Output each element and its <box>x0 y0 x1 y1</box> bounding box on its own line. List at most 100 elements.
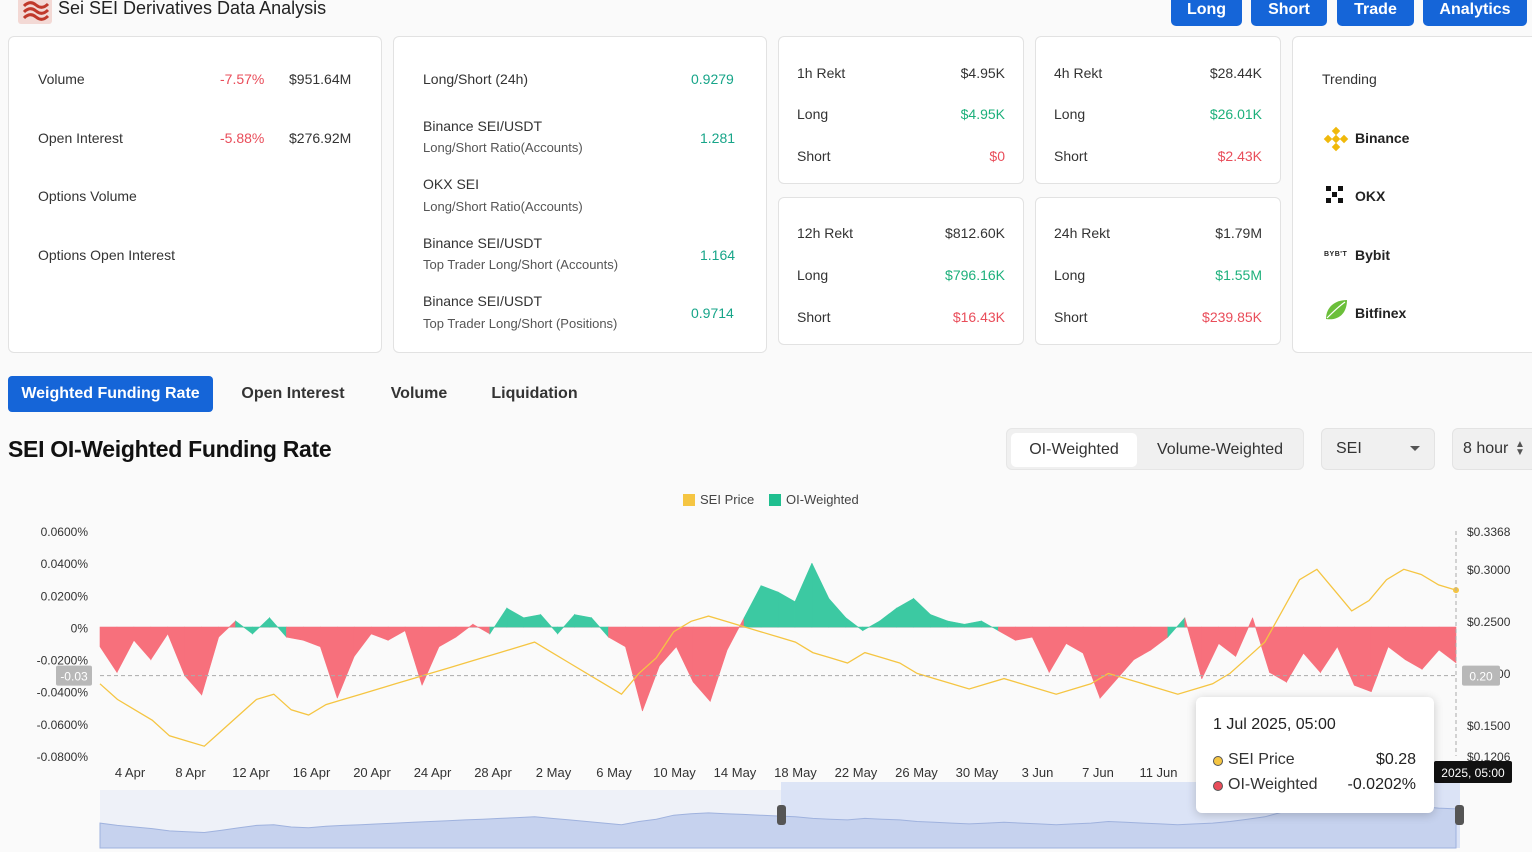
funding-area-segment <box>676 626 694 683</box>
trending-exchange-okx[interactable]: OKX <box>1355 188 1386 204</box>
trending-exchange-bybit[interactable]: Bybit <box>1355 247 1390 263</box>
ratio-title: Binance SEI/USDT <box>423 118 543 134</box>
chevron-down-icon <box>1410 446 1420 451</box>
funding-area-segment <box>642 626 660 712</box>
x-tick-label: 20 Apr <box>353 765 391 780</box>
ratio-title: Binance SEI/USDT <box>423 235 543 251</box>
ratio-subtitle: Long/Short Ratio(Accounts) <box>423 199 583 214</box>
funding-area-segment <box>1015 626 1033 641</box>
tab-open-interest[interactable]: Open Interest <box>241 385 345 402</box>
cursor-time-badge <box>1434 761 1512 783</box>
nav-short-button[interactable]: Short <box>1251 0 1327 26</box>
funding-area-segment <box>438 626 457 648</box>
legend-oi[interactable]: OI-Weighted <box>769 492 859 507</box>
zoom-handle-right <box>1455 805 1464 825</box>
funding-area-segment <box>777 591 796 628</box>
rekt-card-4h: 4h Rekt $28.44K Long $26.01K Short $2.43… <box>1035 36 1281 184</box>
funding-area-segment <box>1252 617 1270 673</box>
rekt-label: 4h Rekt <box>1054 65 1103 81</box>
funding-area-segment <box>913 597 931 628</box>
funding-area-segment <box>404 626 423 686</box>
funding-area-segment <box>981 620 999 632</box>
funding-area-segment <box>201 626 219 696</box>
funding-area-segment <box>1031 626 1050 673</box>
symbol-select-value: SEI <box>1336 440 1362 457</box>
interval-select[interactable]: 8 hour ▲ ▼ <box>1452 428 1532 470</box>
funding-area-segment <box>947 620 965 628</box>
crosshair-left-badge <box>56 665 92 686</box>
funding-area-segment <box>1133 626 1152 661</box>
x-tick-label: 28 Apr <box>474 765 512 780</box>
ratio-title: OKX SEI <box>423 176 480 192</box>
nav-trade-button[interactable]: Trade <box>1337 0 1414 26</box>
rekt-total: $812.60K <box>945 225 1005 241</box>
rekt-label: 12h Rekt <box>797 225 854 241</box>
x-tick-label: 30 May <box>956 765 999 780</box>
interval-select-value: 8 hour <box>1463 440 1509 457</box>
crosshair-right-badge <box>1462 665 1500 686</box>
funding-area-segment <box>1218 626 1236 657</box>
funding-area-segment <box>1235 617 1253 657</box>
funding-area-segment <box>455 623 474 638</box>
top-bar: Sei SEI Derivatives Data Analysis Long S… <box>0 0 1532 30</box>
funding-area-segment <box>1438 626 1457 664</box>
funding-area-segment <box>387 626 406 641</box>
funding-area-segment <box>828 597 847 628</box>
funding-area-segment <box>1082 626 1101 699</box>
summary-card: Volume -7.57% $951.64M Open Interest -5.… <box>8 36 382 353</box>
tab-liquidation[interactable]: Liquidation <box>491 385 578 402</box>
volume-weighted-option[interactable]: Volume-Weighted <box>1157 441 1283 458</box>
ratio-value: 1.164 <box>700 247 736 263</box>
crosshair-right-label: 0.20 <box>1469 670 1493 684</box>
nav-analytics-button[interactable]: Analytics <box>1423 0 1527 26</box>
trending-exchange-bitfinex[interactable]: Bitfinex <box>1355 305 1407 321</box>
y-left-tick-label: 0.0600% <box>41 525 89 539</box>
tab-volume[interactable]: Volume <box>390 385 448 402</box>
funding-area-segment <box>1116 626 1135 680</box>
funding-area-segment <box>1337 626 1355 686</box>
volume-change: -7.57% <box>220 71 265 87</box>
funding-area-segment <box>133 626 152 661</box>
ratios-card: Long/Short (24h) 0.9279 Binance SEI/USDT… <box>393 36 767 353</box>
funding-area-segment <box>303 626 321 648</box>
funding-area-segment <box>320 626 338 699</box>
trending-title: Trending <box>1322 71 1377 87</box>
funding-area-segment <box>1370 626 1389 692</box>
funding-area-segment <box>523 614 541 628</box>
y-left-tick-label: -0.0400% <box>37 686 89 700</box>
tab-weighted-funding-rate[interactable]: Weighted Funding Rate <box>8 376 213 412</box>
rekt-short-value: $0 <box>989 148 1005 164</box>
open-interest-change: -5.88% <box>220 130 265 146</box>
y-right-tick-label: $0.2000 <box>1467 667 1511 681</box>
oi-weighted-option[interactable]: OI-Weighted <box>1011 433 1137 467</box>
funding-area-segment <box>235 620 253 635</box>
legend-price[interactable]: SEI Price <box>683 492 754 507</box>
funding-area-segment <box>879 607 897 628</box>
page-title: Sei SEI Derivatives Data Analysis <box>58 0 327 18</box>
y-left-tick-label: 0.0400% <box>41 557 89 571</box>
symbol-select[interactable]: SEI <box>1321 428 1435 470</box>
funding-area-segment <box>896 597 914 628</box>
funding-area-segment <box>692 626 711 703</box>
x-tick-label: 2 May <box>536 765 572 780</box>
okx-icon <box>1326 186 1344 209</box>
rekt-long-value: $26.01K <box>1209 106 1262 122</box>
rekt-short-value: $16.43K <box>952 309 1005 325</box>
cursor-time-label: 2025, 05:00 <box>1441 766 1505 780</box>
funding-area-segment <box>557 613 575 635</box>
x-tick-label: 3 Jun <box>1022 765 1054 780</box>
legend-swatch-oi <box>769 493 781 506</box>
rekt-short-label: Short <box>797 148 831 164</box>
funding-area-segment <box>964 620 982 628</box>
open-interest-value: $276.92M <box>289 130 352 146</box>
trending-card: Trending Binance OKX BYB'T Bybit Bitfine… <box>1292 36 1532 353</box>
funding-area-segment <box>625 626 643 712</box>
bybit-icon: BYB'T <box>1324 251 1348 258</box>
nav-long-button[interactable]: Long <box>1171 0 1242 26</box>
funding-area-segment <box>998 626 1016 641</box>
x-tick-label: 10 May <box>653 765 696 780</box>
funding-area-segment <box>353 626 372 658</box>
tooltip-time: 1 Jul 2025, 05:00 <box>1213 716 1336 733</box>
trending-exchange-binance[interactable]: Binance <box>1355 130 1410 146</box>
y-left-tick-label: -0.0600% <box>37 718 89 732</box>
